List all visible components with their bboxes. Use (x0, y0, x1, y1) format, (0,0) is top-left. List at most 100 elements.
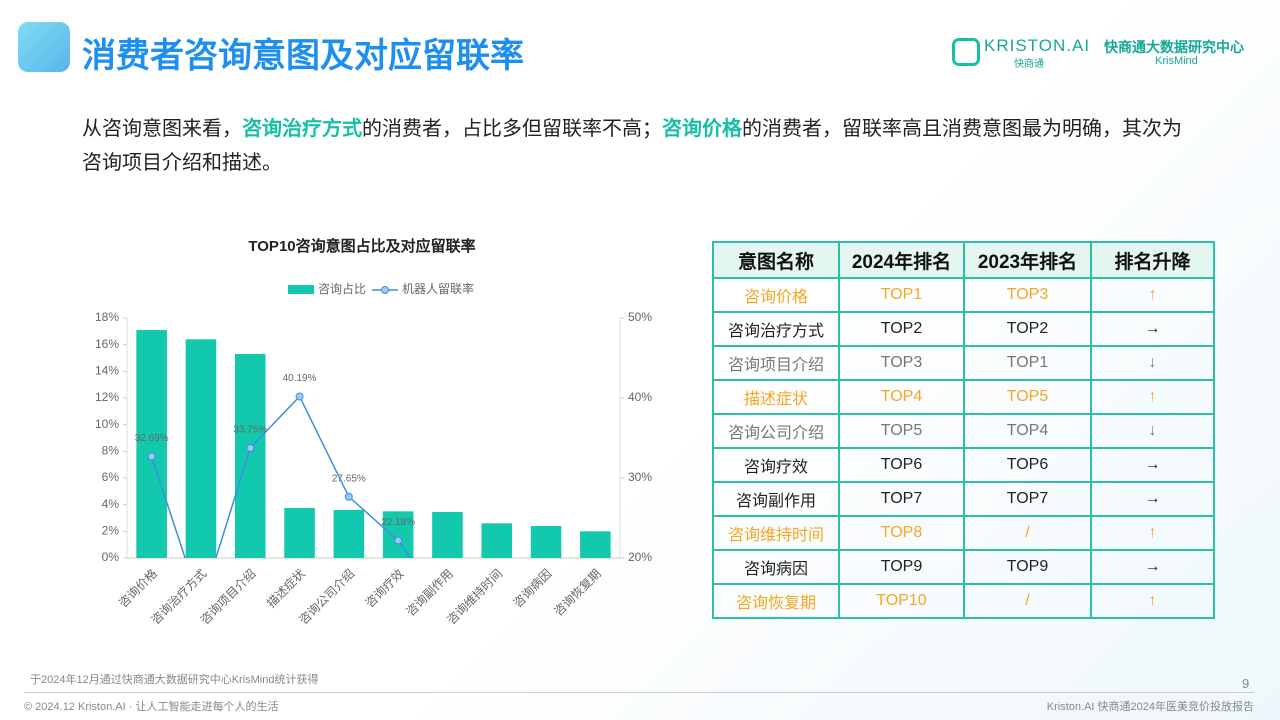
note: 于2024年12月通过快商通大数据研究中心KrisMind统计获得 (30, 674, 319, 686)
table-cell: ↑ (1090, 277, 1215, 313)
title: 消费者咨询意图及对应留联率 (82, 37, 524, 75)
line-point (394, 536, 403, 545)
y-tick-label: 18% (95, 310, 119, 324)
table-cell: 咨询价格 (712, 277, 840, 313)
table-cell: 咨询恢复期 (712, 583, 840, 619)
intro-segment: 从咨询意图来看， (82, 118, 242, 140)
y-tick-label: 12% (95, 390, 119, 404)
line-point (295, 392, 304, 401)
y-tick-label: 0% (102, 550, 120, 564)
table-cell: TOP4 (963, 413, 1092, 449)
org-sub: KrisMind (1155, 55, 1198, 67)
title-icon (18, 22, 70, 72)
table-header: 2024年排名 (838, 241, 965, 279)
legend-label: 机器人留联率 (402, 281, 474, 296)
copyright: © 2024.12 Kriston.AI · 让人工智能走进每个人的生活 (24, 701, 279, 713)
table-header-row: 意图名称 2024年排名 2023年排名 排名升降 (712, 241, 1215, 279)
data-label: 27.65% (332, 473, 366, 484)
table-cell: 咨询项目介绍 (712, 345, 840, 381)
table-cell: / (963, 583, 1092, 619)
chart-title: TOP10咨询意图占比及对应留联率 (248, 237, 475, 255)
line-point (246, 444, 255, 452)
table-row: 咨询病因 TOP9 TOP9 → (712, 549, 1215, 585)
table-header: 2023年排名 (963, 241, 1092, 279)
table-cell: / (963, 515, 1092, 551)
bar (382, 511, 414, 558)
bar (580, 531, 611, 558)
bar (333, 510, 365, 558)
legend-label: 咨询占比 (318, 281, 366, 296)
table-cell: TOP6 (963, 447, 1092, 483)
table-cell: ↑ (1090, 583, 1215, 619)
bar (136, 330, 167, 558)
legend-swatch (288, 285, 314, 294)
table-cell: 咨询副作用 (712, 481, 840, 517)
table-row: 咨询项目介绍 TOP3 TOP1 ↓ (712, 345, 1215, 381)
y-tick-label: 10% (95, 417, 119, 431)
x-tick-label: 描述症状 (263, 566, 308, 611)
table-header: 意图名称 (712, 241, 840, 279)
table-wrap: 意图名称 2024年排名 2023年排名 排名升降 咨询价格 TOP1 TOP3 ↑ 咨询治疗方… (712, 241, 1215, 619)
table-header: 排名升降 (1090, 241, 1215, 279)
y2-tick-label: 40% (628, 390, 652, 404)
logo-main: KRISTON.AI (984, 36, 1091, 55)
y-tick-label: 2% (102, 524, 120, 538)
table-cell: TOP6 (838, 447, 965, 483)
table-row: 咨询治疗方式 TOP2 TOP2 → (712, 311, 1215, 347)
footer-line (24, 692, 1254, 693)
table-cell: TOP9 (963, 549, 1092, 585)
table-row: 咨询副作用 TOP7 TOP7 → (712, 481, 1215, 517)
logo-sub: 快商通 (1014, 59, 1044, 70)
table-cell: TOP2 (838, 311, 965, 347)
table-row: 咨询价格 TOP1 TOP3 ↑ (712, 277, 1215, 313)
table-cell: TOP8 (838, 515, 965, 551)
table-cell: 咨询病因 (712, 549, 840, 585)
table-cell: ↓ (1090, 345, 1215, 381)
table-cell: 描述症状 (712, 379, 840, 415)
y2-tick-label: 50% (628, 310, 652, 324)
chart: TOP10咨询意图占比及对应留联率 0% 2% 4% 6% 8% 10% 12% 14% 16%… (95, 237, 652, 627)
data-label: 33.75% (233, 425, 267, 436)
table-cell: → (1090, 481, 1215, 517)
x-tick-label: 咨询恢复期 (551, 566, 604, 619)
table-cell: TOP2 (963, 311, 1092, 347)
intro-segment: 的消费者，留联率高且消费意图最为明确，其次为咨询项目介绍和描述。 (82, 118, 1182, 174)
table-cell: TOP3 (963, 277, 1092, 313)
intro: 从咨询意图来看，咨询治疗方式的消费者，占比多但留联率不高；咨询价格的消费者，留联… (82, 112, 1192, 180)
y-tick-label: 16% (95, 337, 119, 351)
x-tick-label: 咨询副作用 (403, 566, 456, 619)
table-cell: TOP5 (838, 413, 965, 449)
table-cell: 咨询维持时间 (712, 515, 840, 551)
table-cell: TOP3 (838, 345, 965, 381)
org: 快商通大数据研究中心 (1104, 39, 1244, 55)
table-cell: ↓ (1090, 413, 1215, 449)
table-row: 咨询公司介绍 TOP5 TOP4 ↓ (712, 413, 1215, 449)
x-tick-label: 咨询病因 (510, 566, 555, 611)
table-cell: 咨询公司介绍 (712, 413, 840, 449)
y-tick-label: 4% (102, 497, 120, 511)
intro-segment: 的消费者，占比多但留联率不高； (362, 118, 662, 140)
table-cell: TOP1 (838, 277, 965, 313)
table-row: 描述症状 TOP4 TOP5 ↑ (712, 379, 1215, 415)
data-label: 22.18% (381, 517, 415, 528)
table-cell: ↑ (1090, 379, 1215, 415)
report: Kriston.AI 快商通2024年医美竞价投放报告 (1046, 701, 1254, 713)
table-cell: TOP1 (963, 345, 1092, 381)
table-cell: TOP7 (963, 481, 1092, 517)
table-cell: TOP10 (838, 583, 965, 619)
table-row: 咨询维持时间 TOP8/↑ (712, 515, 1215, 551)
table-cell: TOP4 (838, 379, 965, 415)
bar (284, 508, 315, 558)
y2-tick-label: 30% (628, 470, 652, 484)
table-cell: 咨询治疗方式 (712, 311, 840, 347)
x-tick-label: 咨询价格 (115, 566, 160, 611)
y-tick-label: 14% (95, 364, 119, 378)
table-cell: TOP7 (838, 481, 965, 517)
bar (530, 526, 562, 558)
intro-segment: 咨询治疗方式 (242, 118, 362, 140)
data-label: 32.69% (135, 433, 169, 444)
y-tick-label: 6% (102, 470, 120, 484)
bar (234, 354, 266, 558)
line-point (344, 492, 353, 501)
table: 意图名称 2024年排名 2023年排名 排名升降 咨询价格 TOP1 TOP3 ↑ 咨询治疗方… (712, 241, 1215, 619)
